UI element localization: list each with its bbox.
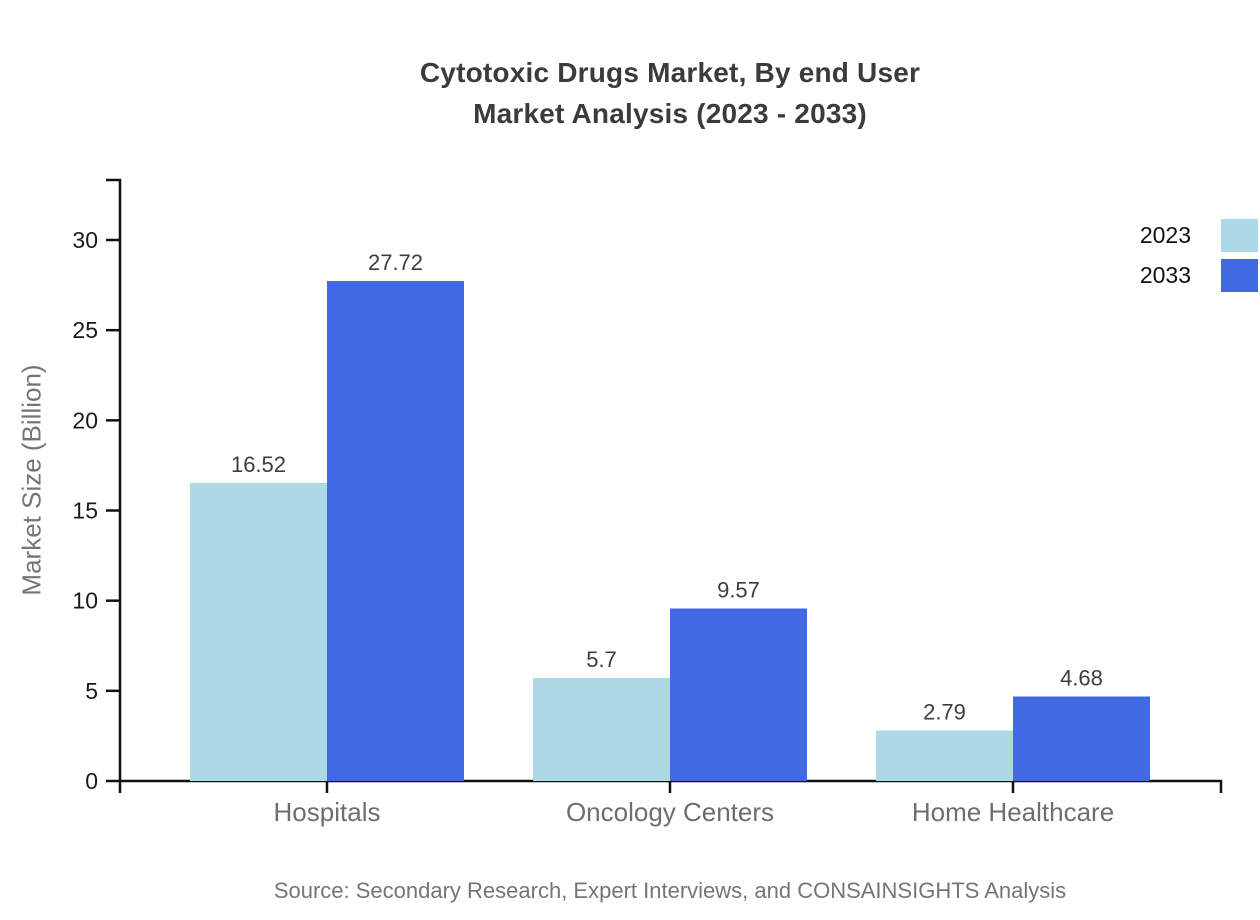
- y-tick-label: 30: [72, 227, 98, 253]
- legend-item-2023: 2023: [1140, 219, 1258, 252]
- page-title: Cytotoxic Drugs Market, By end User Mark…: [80, 52, 1260, 134]
- bar-2033-hospitals: [327, 281, 464, 781]
- bar-2033-oncology-centers: [670, 608, 807, 781]
- bar-2023-hospitals: [190, 483, 327, 781]
- y-axis-line: [106, 178, 122, 781]
- y-tick-label: 0: [85, 768, 98, 794]
- value-label-2033-hospitals: 27.72: [368, 250, 423, 275]
- bar-2023-oncology-centers: [533, 678, 670, 781]
- y-tick-label: 25: [72, 317, 98, 343]
- y-tick-label: 15: [72, 498, 98, 524]
- legend-swatch-2023-icon: [1221, 219, 1258, 252]
- source-text: Source: Secondary Research, Expert Inter…: [273, 878, 1067, 903]
- category-label-oncology-centers: Oncology Centers: [566, 797, 774, 827]
- category-label-home-healthcare: Home Healthcare: [912, 797, 1114, 827]
- page-title-line1: Cytotoxic Drugs Market, By end User: [419, 57, 921, 88]
- value-label-2023-home-healthcare: 2.79: [923, 700, 966, 725]
- value-label-2023-hospitals: 16.52: [231, 452, 286, 477]
- category-label-hospitals: Hospitals: [274, 797, 381, 827]
- value-label-2033-oncology-centers: 9.57: [717, 577, 760, 602]
- legend-item-2033: 2033: [1140, 259, 1258, 292]
- legend-label-2023: 2023: [1139, 222, 1191, 248]
- legend-swatch-2033-icon: [1221, 259, 1258, 292]
- value-label-2033-home-healthcare: 4.68: [1060, 666, 1103, 691]
- legend-label-2033: 2033: [1139, 262, 1191, 288]
- legend: 2023 2033: [1140, 219, 1258, 292]
- value-label-2023-oncology-centers: 5.7: [586, 647, 617, 672]
- bar-2023-home-healthcare: [876, 730, 1013, 781]
- y-tick-label: 20: [72, 407, 98, 433]
- y-tick-label: 5: [85, 678, 98, 704]
- y-tick-label: 10: [72, 588, 98, 614]
- bar-2033-home-healthcare: [1013, 696, 1150, 781]
- page-title-line2: Market Analysis (2023 - 2033): [473, 98, 867, 129]
